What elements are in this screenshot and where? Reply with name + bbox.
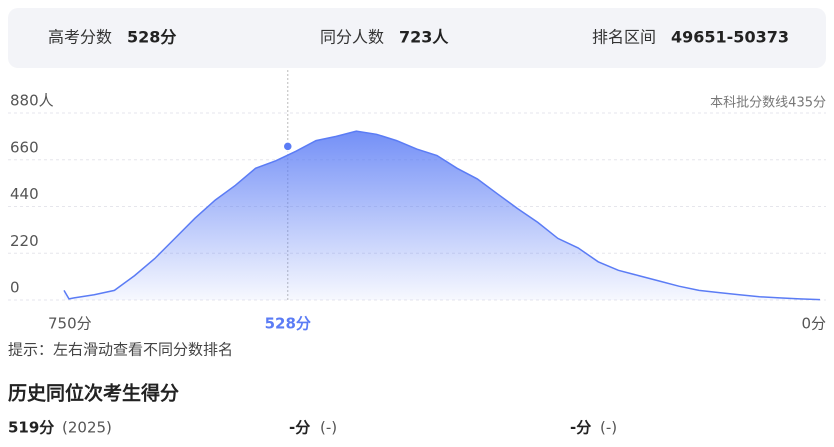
y-tick-label: 660 <box>10 138 39 156</box>
stat-value: 528分 <box>127 28 176 47</box>
stat-value: 723人 <box>399 28 449 47</box>
section-title: 历史同位次考生得分 <box>8 382 179 405</box>
x-tick-label: 528分 <box>265 315 311 333</box>
stat-label: 高考分数 <box>48 28 112 47</box>
history-score: 519分 <box>8 419 54 437</box>
history-year: (2025) <box>62 419 112 437</box>
hint: 提示：左右滑动查看不同分数排名 <box>8 341 233 359</box>
stat-label: 同分人数 <box>320 28 384 47</box>
line <box>63 130 821 301</box>
y-tick-label: 0 <box>10 279 20 297</box>
area <box>64 131 820 300</box>
stat-value: 49651-50373 <box>671 28 789 47</box>
x-tick-label: 750分 <box>48 315 92 333</box>
header-box <box>8 8 826 68</box>
x-tick-label: 0分 <box>801 315 826 333</box>
history-score: -分 <box>289 419 310 437</box>
y-tick-label: 880人 <box>10 92 54 110</box>
y-tick-label: 220 <box>10 232 39 250</box>
marker-dot <box>282 141 294 152</box>
stat-label: 排名区间 <box>592 28 656 47</box>
y-tick-label: 440 <box>10 185 39 203</box>
history-score: -分 <box>570 419 591 437</box>
history-year: (-) <box>320 419 337 437</box>
history-year: (-) <box>600 419 617 437</box>
annotation: 本科批分数线435分 <box>710 96 826 111</box>
